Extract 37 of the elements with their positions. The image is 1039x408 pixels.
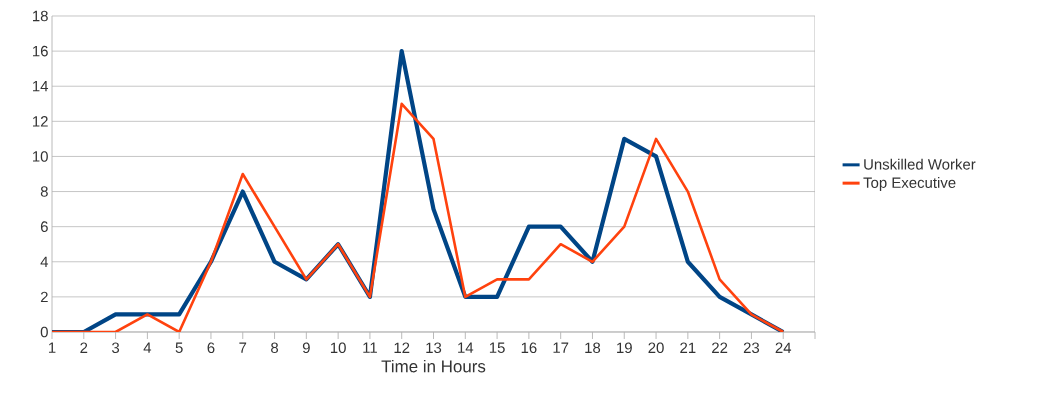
x-tick-label: 7 bbox=[239, 342, 247, 353]
y-tick-label: 18 bbox=[33, 10, 48, 22]
y-tick-label: 14 bbox=[33, 81, 49, 92]
y-tick-label: 4 bbox=[40, 256, 49, 267]
x-tick-label: 1 bbox=[48, 342, 56, 353]
x-tick-label: 14 bbox=[458, 342, 474, 353]
x-tick-label: 9 bbox=[302, 342, 310, 354]
x-tick-label: 24 bbox=[775, 342, 792, 353]
y-tick-label: 2 bbox=[40, 291, 48, 303]
x-tick-label: 12 bbox=[394, 342, 410, 353]
x-tick-label: 21 bbox=[680, 342, 696, 353]
x-tick-label: 2 bbox=[80, 342, 88, 353]
y-tick-label: 12 bbox=[33, 116, 48, 127]
y-tick-label: 10 bbox=[33, 151, 48, 162]
x-tick-label: 10 bbox=[330, 342, 346, 354]
legend-label: Unskilled Worker bbox=[864, 158, 976, 170]
x-tick-label: 4 bbox=[143, 342, 152, 353]
x-tick-label: 18 bbox=[585, 342, 601, 354]
x-tick-label: 5 bbox=[175, 342, 183, 353]
x-tick-label: 6 bbox=[207, 342, 215, 354]
x-tick-label: 15 bbox=[489, 342, 505, 353]
x-tick-label: 23 bbox=[743, 342, 760, 354]
x-tick-label: 16 bbox=[521, 342, 537, 354]
x-axis-title: Time in Hours bbox=[381, 359, 486, 373]
x-tick-label: 22 bbox=[712, 342, 728, 353]
y-tick-label: 6 bbox=[40, 221, 48, 232]
x-tick-label: 20 bbox=[648, 342, 664, 354]
y-tick-label: 16 bbox=[33, 45, 48, 57]
y-tick-label: 8 bbox=[40, 186, 48, 197]
x-tick-label: 8 bbox=[271, 342, 279, 354]
x-tick-label: 17 bbox=[553, 342, 569, 353]
x-tick-label: 11 bbox=[363, 342, 377, 353]
y-tick-label: 0 bbox=[40, 326, 48, 338]
x-tick-label: 13 bbox=[426, 342, 442, 354]
x-tick-label: 19 bbox=[617, 342, 632, 354]
x-tick-label: 3 bbox=[111, 342, 120, 354]
legend-label: Top Executive bbox=[863, 176, 956, 191]
